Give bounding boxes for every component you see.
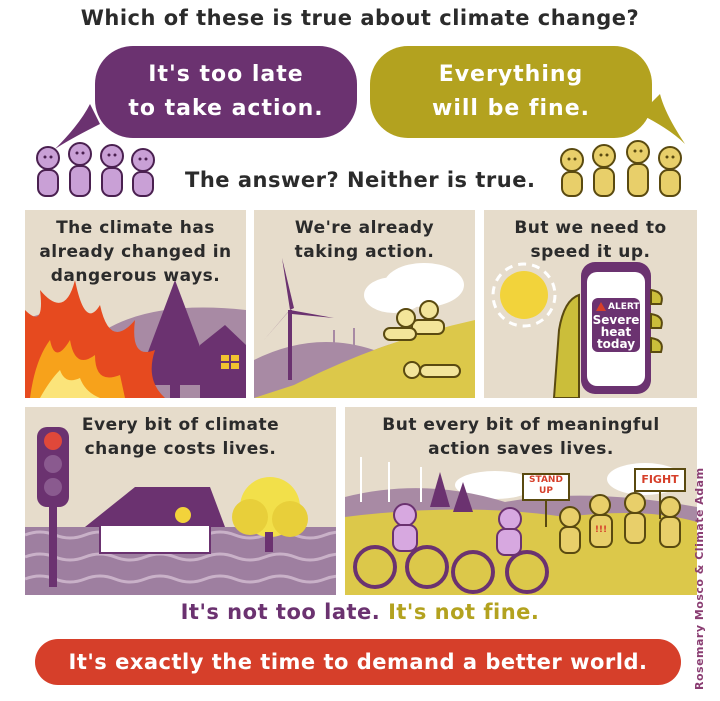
conclusion-not-too-late: It's not too late.: [180, 600, 381, 624]
phone-line3: today: [596, 337, 636, 351]
sign-stand-line2: UP: [539, 486, 553, 496]
panel-phone-alert: ALERT Severe heat today But we need to s…: [484, 210, 697, 398]
comic-title: Which of these is true about climate cha…: [80, 6, 640, 30]
bubble-right-line1: Everything: [438, 62, 584, 87]
speech-bubble-left-tail: [55, 104, 100, 149]
speech-bubble-right: Everything will be fine.: [370, 46, 652, 138]
flood-illustration: [25, 427, 336, 595]
panel3-line2: speed it up.: [530, 242, 651, 262]
panel1-line3: dangerous ways.: [50, 266, 221, 286]
sign-stand-line1: STAND: [529, 475, 563, 485]
panel4-line1: Every bit of climate: [81, 415, 280, 435]
conclusion-line: It's not too late. It's not fine.: [0, 600, 720, 624]
phone-alert-label: ALERT: [608, 302, 640, 312]
panel-wind-turbines: We're already taking action.: [254, 210, 475, 398]
sign-fight: FIGHT: [641, 473, 679, 486]
panel2-line1: We're already: [294, 218, 435, 238]
phone-alert-message: Severe heat today: [592, 314, 640, 350]
wind-turbine-illustration: [254, 258, 475, 398]
sun-and-hand-illustration: [491, 262, 663, 398]
purple-people-group: [36, 142, 155, 197]
bubble-right-line2: will be fine.: [432, 96, 590, 121]
bubble-left-line2: to take action.: [128, 96, 324, 121]
bubble-left-line1: It's too late: [148, 62, 304, 87]
speech-bubble-left: It's too late to take action.: [95, 46, 357, 138]
action-illustration: [345, 457, 697, 595]
panel5-line1: But every bit of meaningful: [382, 415, 660, 435]
answer-text: The answer? Neither is true.: [185, 168, 536, 192]
panel-action: STAND UP FIGHT !!! But every bit of mean…: [345, 407, 697, 595]
panel-flood: Every bit of climate change costs lives.: [25, 407, 336, 595]
panel1-line1: The climate has: [56, 218, 215, 238]
panel3-line1: But we need to: [514, 218, 667, 238]
sign-stand-up: STAND UP: [523, 475, 569, 497]
shirt-exclaim: !!!: [594, 525, 608, 535]
panel1-line2: already changed in: [39, 242, 232, 262]
phone-line1: Severe: [592, 313, 640, 327]
author-credit: Rosemary Mosco & Climate Adam: [693, 467, 706, 690]
yellow-people-group: [560, 140, 682, 197]
panel-wildfire: The climate has already changed in dange…: [25, 210, 246, 398]
panel5-line2: action saves lives.: [428, 439, 614, 459]
phone-line2: heat: [600, 325, 632, 339]
wildfire-illustration: [25, 280, 246, 398]
panel4-line2: change costs lives.: [84, 439, 277, 459]
panel2-line2: taking action.: [294, 242, 435, 262]
call-to-action-banner: It's exactly the time to demand a better…: [35, 639, 681, 685]
conclusion-not-fine: It's not fine.: [388, 600, 540, 624]
